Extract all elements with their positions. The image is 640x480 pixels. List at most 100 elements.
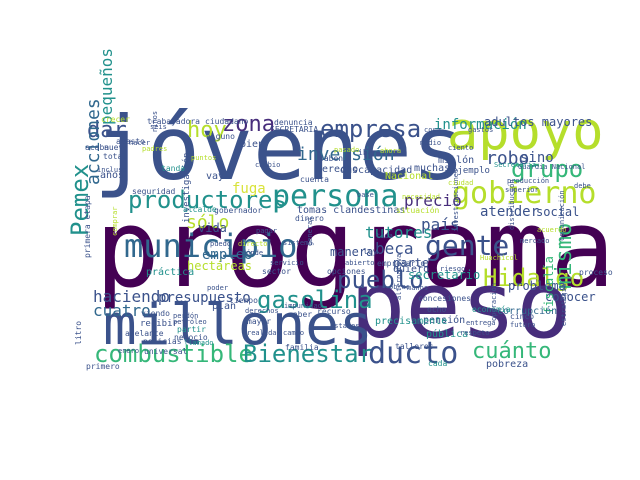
word-riesgo: riesgo (440, 265, 466, 273)
word-manera: manera (330, 245, 374, 259)
word-ducto: ducto (368, 336, 459, 371)
word-medio: medio (420, 139, 442, 147)
word-acaba: acaba (85, 143, 110, 152)
word-comprar: comprar (111, 206, 119, 236)
word-llamado: llamado (184, 339, 214, 347)
word-familia: familia (285, 343, 319, 352)
word-secretaria: Secretaría (494, 161, 537, 169)
word-opciones: opciones (327, 267, 366, 276)
word-talleres: talleres (395, 342, 434, 351)
word-cada: cada (428, 359, 448, 368)
word-litro: litro (74, 320, 83, 345)
word-servicio: servicio (270, 259, 304, 267)
word-gente: gente (425, 229, 510, 262)
word-campo: campo (283, 329, 305, 337)
word-pueblo: pueblo (337, 266, 424, 294)
word-abasto: abasto (116, 137, 145, 146)
word-universal: universal (144, 347, 188, 356)
word-estamos: estamos (330, 322, 360, 330)
word-ninos: niños (151, 110, 159, 132)
word-dinero: dinero (295, 214, 324, 223)
word-cambio: cambio (255, 161, 281, 169)
word-mayor: mayor (247, 317, 272, 326)
word-viendo: viendo (141, 309, 170, 318)
word-jovenes: jóvenes (94, 97, 465, 200)
word-gobierno: gobierno (452, 176, 597, 211)
word-millon: millón (438, 155, 475, 166)
word-gasolina: gasolina (257, 286, 373, 314)
word-sector: sector (262, 267, 291, 276)
word-pasado: pasado (334, 146, 360, 154)
word-perdon: perdón (173, 312, 199, 320)
word-total: total (103, 152, 128, 161)
word-cuanto: cuánto (472, 339, 552, 364)
word-adelante: adelante (125, 329, 164, 338)
word-ciudadano: ciudadano (205, 117, 249, 126)
word-cuenta: cuenta (300, 175, 329, 184)
word-denuncia: denuncia (274, 118, 313, 127)
word-negocio: negocio (174, 333, 208, 342)
word-precio: precio (404, 191, 462, 210)
word-recibir: recibir (140, 319, 178, 329)
word-empresa: empresa (320, 115, 422, 143)
word-solo: sólo (186, 212, 230, 233)
word-realidad: realidad (247, 329, 281, 337)
word-guardia-nacional: Guardia Nacional (518, 163, 586, 171)
word-ejemplo: ejemplo (452, 166, 490, 176)
word-peso: peso (350, 252, 572, 359)
word-concesiones: concesiones (418, 294, 471, 303)
word-impunidad: impunidad (284, 302, 322, 310)
word-apoyo: apoyo (447, 102, 604, 162)
word-hidalgo: Hidalgo (483, 264, 585, 292)
word-respeto: respeto (460, 329, 490, 337)
word-pais: país (421, 215, 460, 234)
word-muchas: muchas (414, 163, 451, 174)
word-toda: toda (376, 232, 393, 240)
word-obras: obras (389, 283, 411, 291)
word-partir: partir (177, 325, 206, 334)
word-hoy: hoy (187, 118, 227, 143)
word-donde: dónde (242, 249, 264, 257)
word-pobreza: pobreza (486, 359, 529, 370)
word-directo: directo (238, 240, 268, 248)
word-conocer: conocer (545, 290, 596, 304)
word-robo: robo (486, 148, 530, 169)
word-iban: iban (358, 148, 378, 157)
word-anos: años (100, 170, 125, 181)
word-nuevo: nuevo (104, 143, 129, 152)
word-alguno: alguno (206, 132, 235, 141)
word-presupuesto: presupuesto (158, 290, 251, 306)
word-abierto: abierto (345, 259, 375, 267)
word-bien: bien (240, 139, 265, 150)
word-problema: problema (508, 279, 566, 293)
word-noticias: noticias (143, 337, 182, 346)
word-parte: parte (393, 256, 430, 270)
word-secretario: secretario (408, 268, 481, 282)
word-empleo: empleo (202, 247, 253, 263)
word-operacion: operación (490, 283, 498, 321)
word-estrategia: estrategia (560, 283, 568, 326)
word-cinco: cinco (510, 312, 535, 321)
word-ocho: ocho (427, 305, 447, 314)
word-seis: seis (150, 123, 167, 131)
word-distribucion: distribución (508, 179, 516, 230)
word-hectareas: hectáreas (187, 259, 253, 273)
word-recurso: recurso (317, 307, 351, 316)
word-mercado: mercado (520, 237, 550, 245)
word-ahora: ahora (380, 147, 402, 155)
word-primero: primero (86, 362, 120, 371)
word-adultos-mayores: adultos mayores (484, 115, 593, 129)
word-pension: pensión (423, 315, 466, 326)
word-nacional: Nacional (385, 171, 434, 182)
word-proceso: proceso (579, 268, 613, 277)
word-derecho: derecho (316, 164, 359, 175)
word-tomas-clandestinas: tomas clandestinas (297, 205, 406, 216)
word-incluso: incluso (97, 166, 127, 174)
word-tiempo: tiempo (229, 296, 258, 305)
word-alternativa: alternativa (395, 253, 403, 300)
word-puntos: puntos (191, 154, 217, 162)
word-gobernador: gobernador (214, 206, 263, 215)
word-precisamente: precisamente (375, 316, 448, 327)
word-hacer: hacer (129, 139, 151, 147)
word-tutores: tutores (365, 223, 433, 242)
